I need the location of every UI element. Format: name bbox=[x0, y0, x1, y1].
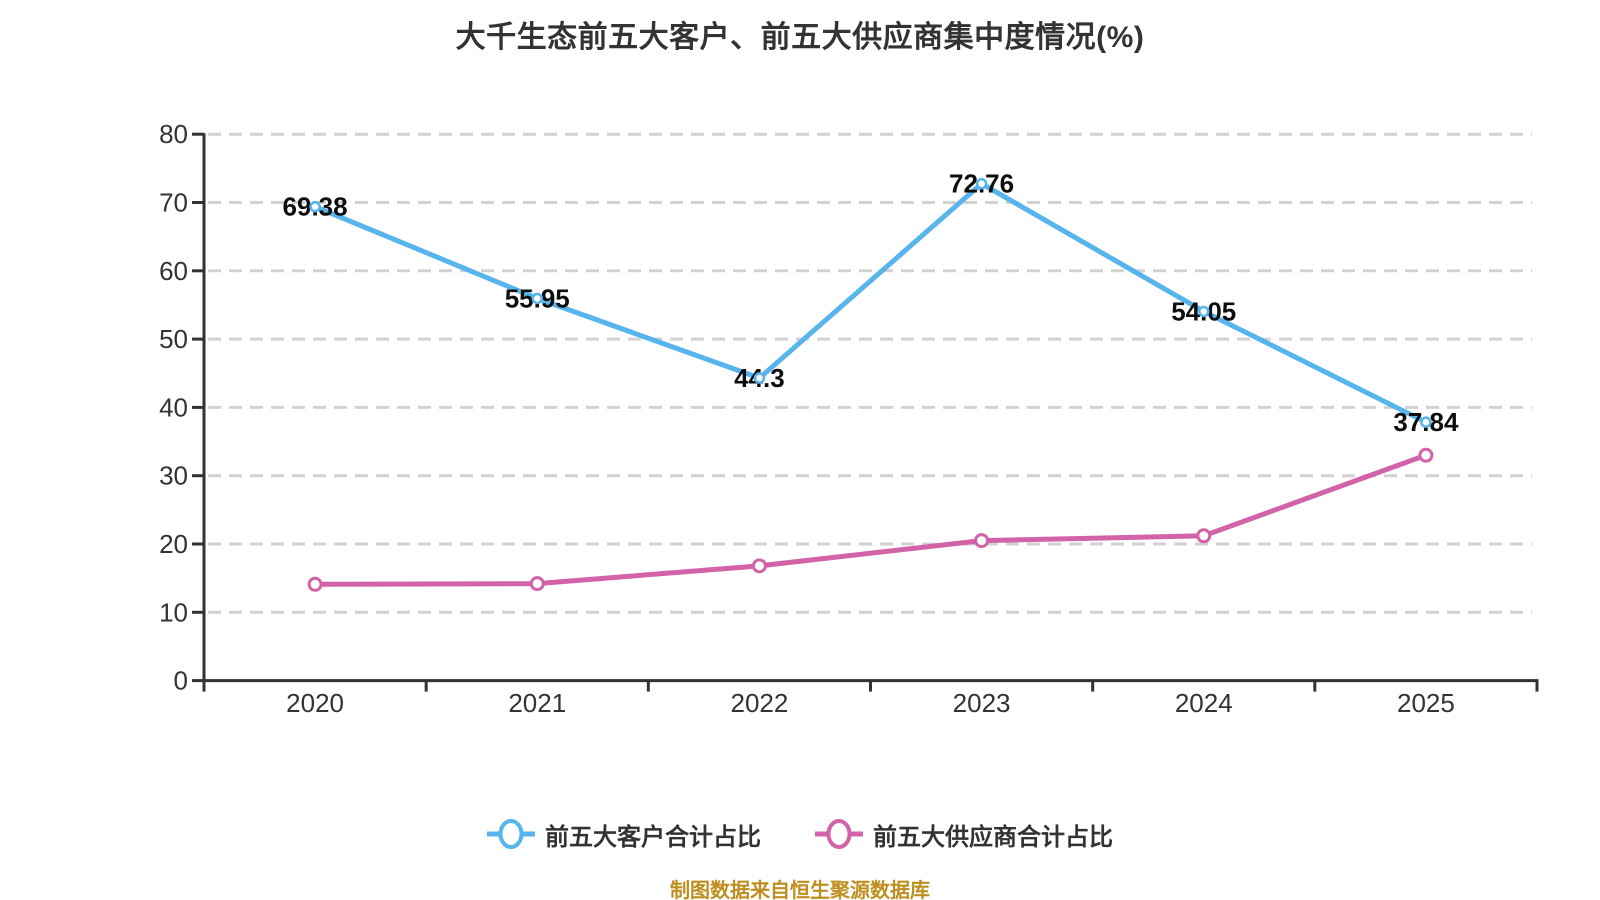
x-axis-label-2023: 2023 bbox=[953, 688, 1011, 718]
legend-label-suppliers: 前五大供应商合计占比 bbox=[873, 823, 1113, 851]
x-axis-label-2022: 2022 bbox=[730, 688, 788, 718]
customers-series-line bbox=[312, 181, 1429, 425]
x-axis-label-2020: 2020 bbox=[286, 688, 344, 718]
legend-item-customers[interactable]: 前五大客户合计占比 bbox=[487, 817, 761, 852]
y-axis-label-40: 40 bbox=[159, 392, 188, 422]
customers-data-point-marker-2024 bbox=[1198, 305, 1210, 318]
legend: 前五大客户合计占比 前五大供应商合计占比 bbox=[0, 810, 1600, 858]
suppliers-data-point-marker-2021 bbox=[529, 576, 545, 592]
y-axis-label-30: 30 bbox=[159, 461, 188, 491]
y-axis-label-20: 20 bbox=[159, 529, 188, 559]
x-axis-label-2025: 2025 bbox=[1397, 688, 1455, 718]
customers-data-point-marker-2021 bbox=[531, 292, 543, 305]
y-axis-label-70: 70 bbox=[159, 188, 188, 218]
suppliers-data-point-marker-2024 bbox=[1196, 528, 1212, 544]
legend-item-suppliers[interactable]: 前五大供应商合计占比 bbox=[815, 817, 1113, 852]
suppliers-data-point-marker-2022 bbox=[751, 558, 767, 574]
x-axis-label-2021: 2021 bbox=[508, 688, 566, 718]
customers-data-point-marker-2023 bbox=[975, 177, 988, 190]
suppliers-data-point-marker-2025 bbox=[1418, 447, 1434, 463]
customer-series-legend-marker-icon bbox=[487, 819, 535, 849]
y-axis-label-50: 50 bbox=[159, 324, 188, 354]
customers-data-point-marker-2025 bbox=[1420, 416, 1432, 428]
chart-title: 大千生态前五大客户、前五大供应商集中度情况(%) bbox=[455, 21, 1145, 54]
customers-data-point-marker-2022 bbox=[753, 372, 766, 384]
suppliers-data-point-marker-2020 bbox=[307, 576, 323, 592]
legend-label-customers: 前五大客户合计占比 bbox=[545, 823, 761, 851]
suppliers-series-line bbox=[312, 452, 1429, 587]
x-axis-label-2024: 2024 bbox=[1175, 688, 1233, 718]
y-axis-label-80: 80 bbox=[159, 119, 188, 149]
y-axis-label-10: 10 bbox=[159, 597, 188, 627]
source-note: 制图数据来自恒生聚源数据库 bbox=[670, 880, 930, 900]
y-axis-label-60: 60 bbox=[159, 256, 188, 286]
suppliers-data-point-marker-2023 bbox=[974, 533, 990, 549]
y-axis-label-0: 0 bbox=[174, 666, 188, 696]
supplier-series-legend-marker-icon bbox=[815, 819, 863, 849]
customers-data-point-marker-2020 bbox=[309, 200, 321, 213]
